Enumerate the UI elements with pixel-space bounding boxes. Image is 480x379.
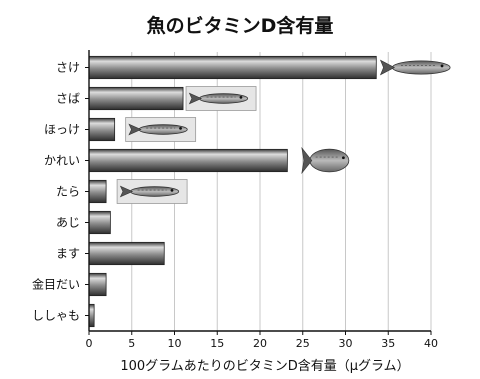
category-label: あじ [56, 216, 80, 230]
chart-title: 魚のビタミンD含有量 [147, 14, 334, 37]
category-label: 金目だい [32, 277, 80, 292]
category-label: さけ [56, 61, 80, 75]
category-label: ます [56, 247, 80, 261]
x-tick-label: 0 [86, 337, 93, 350]
x-tick-label: 40 [424, 337, 438, 350]
x-tick-label: 35 [381, 337, 395, 350]
cod-fish-icon [116, 179, 188, 204]
x-tick-label: 20 [253, 337, 267, 350]
bar [88, 86, 184, 111]
mackerel-fish-icon [185, 86, 257, 111]
x-tick-label: 10 [168, 337, 182, 350]
category-label: ほっけ [44, 123, 80, 137]
salmon-fish-icon [379, 59, 451, 76]
x-tick-labels: 0 5 10 15 20 25 30 35 40 [86, 337, 439, 350]
x-axis-label: 100グラムあたりのビタミンD含有量（μグラム） [120, 358, 409, 374]
flounder-fish-icon [301, 146, 350, 175]
bar [88, 179, 107, 204]
category-label: たら [56, 185, 80, 199]
axes [85, 50, 432, 335]
category-label: かれい [44, 154, 80, 168]
bar [88, 272, 107, 297]
fish-icons [116, 59, 451, 204]
bar-series [88, 55, 377, 328]
category-label: さば [56, 92, 80, 106]
category-label: ししゃも [32, 309, 80, 323]
x-tick-label: 25 [296, 337, 310, 350]
bar [88, 241, 165, 266]
x-tick-label: 15 [210, 337, 224, 350]
bar [88, 210, 111, 235]
bar [88, 117, 116, 142]
bar [88, 55, 377, 80]
bar [88, 303, 95, 328]
x-tick-label: 5 [128, 337, 135, 350]
x-tick-label: 30 [339, 337, 353, 350]
atka-mackerel-fish-icon [125, 117, 197, 142]
bar [88, 148, 288, 173]
